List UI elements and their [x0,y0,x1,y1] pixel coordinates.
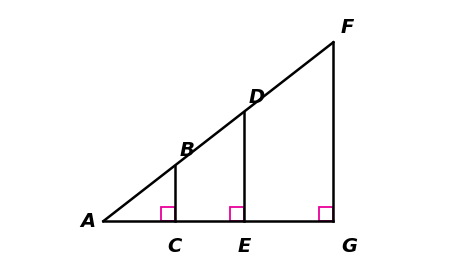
Bar [229,207,244,221]
Text: A: A [80,212,96,231]
Text: C: C [167,236,182,256]
Text: G: G [340,236,356,256]
Bar [161,207,175,221]
Text: E: E [237,236,250,256]
Text: D: D [249,88,265,107]
Bar [318,207,332,221]
Text: F: F [340,18,354,37]
Text: B: B [179,142,194,160]
